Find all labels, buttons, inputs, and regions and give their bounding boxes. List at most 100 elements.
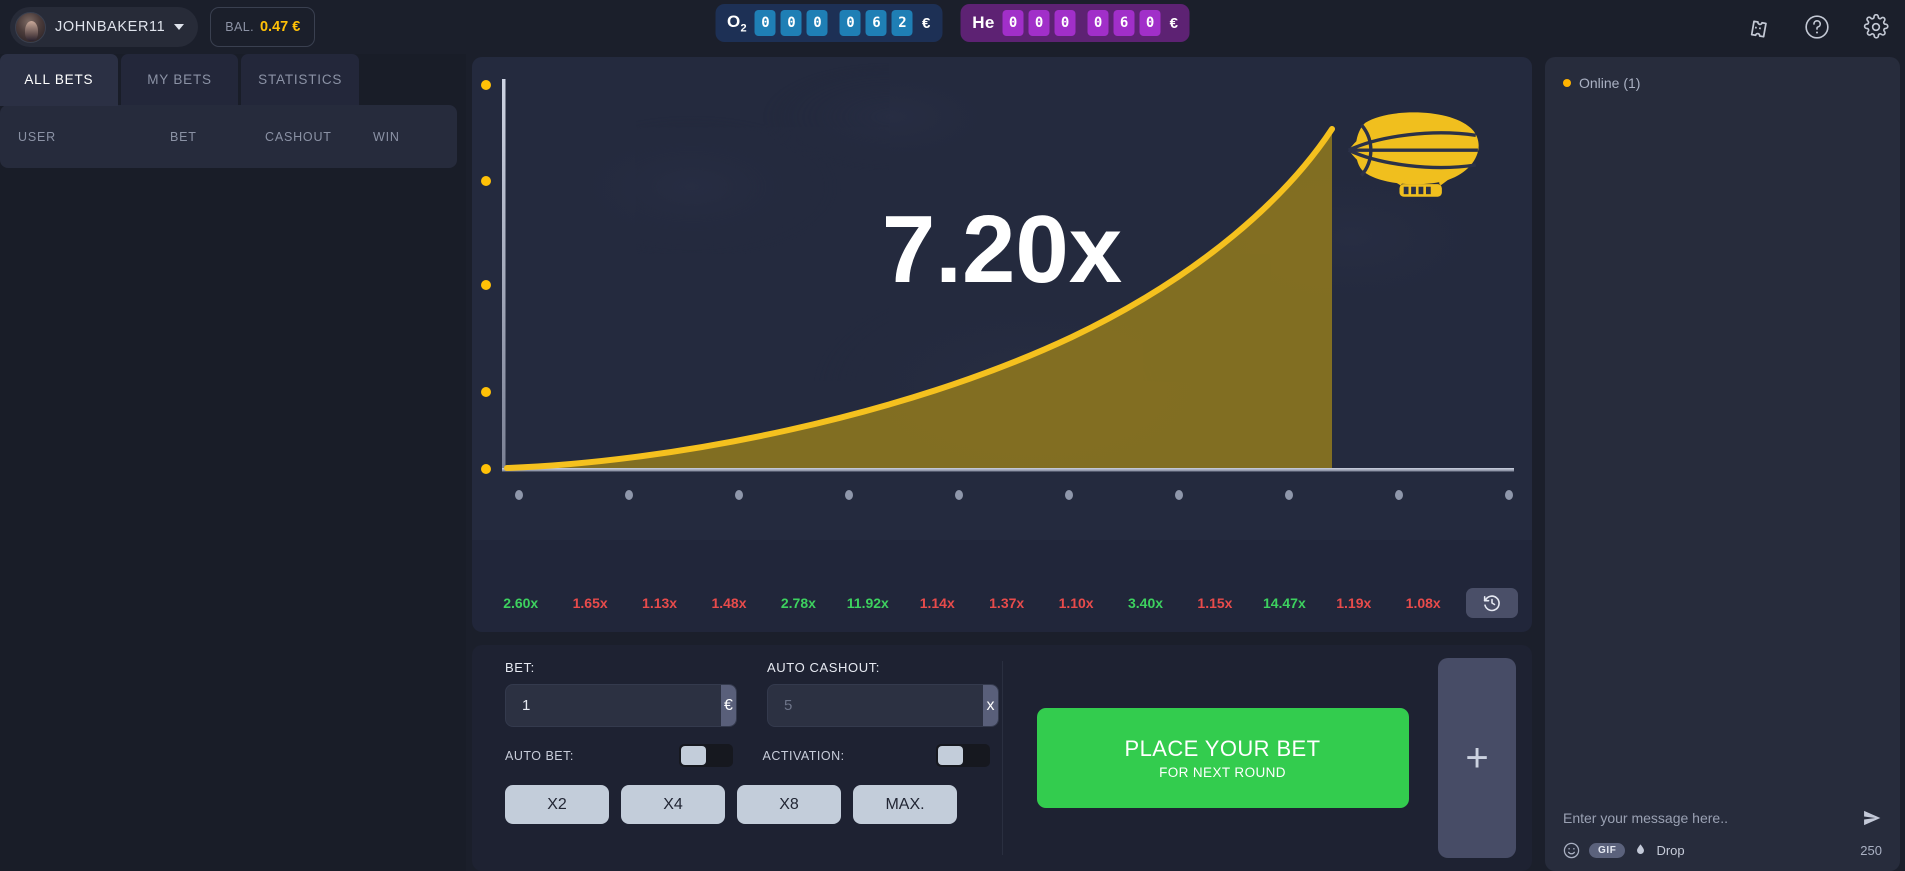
gear-icon[interactable] xyxy=(1863,14,1889,40)
chat-header: Online (1) xyxy=(1545,65,1900,101)
help-icon[interactable] xyxy=(1804,14,1830,40)
bets-list-body[interactable] xyxy=(0,168,466,808)
digit: 0 xyxy=(839,10,861,36)
digit: 0 xyxy=(1139,10,1161,36)
chevron-down-icon[interactable] xyxy=(174,24,185,30)
auto-bet-label: AUTO BET: xyxy=(505,748,574,763)
history-multiplier[interactable]: 1.08x xyxy=(1405,595,1441,611)
y-axis-line xyxy=(502,79,506,471)
emoji-icon[interactable] xyxy=(1563,842,1580,859)
history-multiplier[interactable]: 1.48x xyxy=(711,595,747,611)
add-bet-panel-button[interactable]: + xyxy=(1438,658,1516,858)
drop-icon[interactable] xyxy=(1634,843,1647,858)
history-multiplier[interactable]: 1.19x xyxy=(1336,595,1372,611)
history-multiplier[interactable]: 2.60x xyxy=(503,595,539,611)
auto-cashout-input[interactable] xyxy=(768,685,983,726)
bet-amount-input[interactable] xyxy=(506,685,721,726)
tab-statistics[interactable]: STATISTICS xyxy=(241,54,360,105)
bet-amount-input-group[interactable]: € xyxy=(505,684,737,727)
tabs-spacer xyxy=(362,54,466,105)
digit: 0 xyxy=(1054,10,1076,36)
game-chart-panel: 7.20x xyxy=(472,57,1532,632)
history-multiplier[interactable]: 1.37x xyxy=(989,595,1025,611)
plus-icon: + xyxy=(1465,735,1489,780)
bets-list-header: USER BET CASHOUT WIN xyxy=(0,105,457,168)
chat-message-input[interactable] xyxy=(1563,810,1862,826)
char-count-label: 250 xyxy=(1860,842,1882,858)
tab-all-bets[interactable]: ALL BETS xyxy=(0,54,118,106)
bet-action-area: PLACE YOUR BET FOR NEXT ROUND xyxy=(1015,645,1422,871)
multiplier-chart: 7.20x xyxy=(472,57,1532,540)
tab-my-bets[interactable]: MY BETS xyxy=(120,54,239,105)
bet-multiply-x8-button[interactable]: X8 xyxy=(737,785,841,824)
top-icon-bar xyxy=(1745,0,1889,54)
place-bet-button[interactable]: PLACE YOUR BET FOR NEXT ROUND xyxy=(1036,708,1409,808)
bet-panel: BET: € AUTO CASHOUT: x xyxy=(472,645,1532,871)
history-multiplier[interactable]: 2.78x xyxy=(780,595,816,611)
online-count-label: Online (1) xyxy=(1579,75,1641,91)
current-multiplier: 7.20x xyxy=(882,196,1122,303)
quick-bet-buttons: X2 X4 X8 MAX. xyxy=(505,785,990,824)
gif-button[interactable]: GIF xyxy=(1589,842,1626,858)
currency-symbol: € xyxy=(921,14,931,32)
drop-label[interactable]: Drop xyxy=(1656,842,1685,858)
bets-list-card: USER BET CASHOUT WIN xyxy=(0,105,457,168)
bet-max-button[interactable]: MAX. xyxy=(853,785,957,824)
balance-value: 0.47 € xyxy=(259,19,301,35)
auto-cashout-label: AUTO CASHOUT: xyxy=(767,660,881,675)
column-header-cashout: CASHOUT xyxy=(265,129,332,144)
bet-multiply-x2-button[interactable]: X2 xyxy=(505,785,609,824)
oxygen-counter-label: O2 xyxy=(727,11,747,35)
history-multiplier[interactable]: 11.92x xyxy=(846,595,889,611)
chart-curve xyxy=(504,126,1335,471)
balance-label: BAL. xyxy=(225,20,254,34)
oxygen-counter[interactable]: O2 0 0 0 0 6 2 € xyxy=(715,4,943,42)
activation-toggle[interactable] xyxy=(936,744,990,767)
history-multiplier[interactable]: 1.15x xyxy=(1197,595,1233,611)
helium-counter-label: He xyxy=(972,13,995,32)
history-multiplier[interactable]: 1.10x xyxy=(1058,595,1094,611)
digit: 0 xyxy=(1002,10,1024,36)
history-multiplier[interactable]: 1.14x xyxy=(919,595,955,611)
x-axis-ticks xyxy=(515,490,1513,500)
digit: 0 xyxy=(1028,10,1050,36)
auto-cashout-input-group[interactable]: x xyxy=(767,684,999,727)
digit: 0 xyxy=(1087,10,1109,36)
bet-multiply-x4-button[interactable]: X4 xyxy=(621,785,725,824)
currency-symbol: € xyxy=(1169,14,1178,32)
username-label: JOHNBAKER11 xyxy=(55,19,166,35)
ticket-icon[interactable] xyxy=(1745,14,1771,40)
online-status-dot xyxy=(1563,79,1571,87)
digit: 6 xyxy=(1113,10,1135,36)
column-header-bet: BET xyxy=(170,129,197,144)
history-multiplier[interactable]: 14.47x xyxy=(1262,595,1306,611)
bets-panel: ALL BETS MY BETS STATISTICS USER BET CAS… xyxy=(0,54,466,871)
send-icon[interactable] xyxy=(1862,808,1882,828)
activation-label: ACTIVATION: xyxy=(762,748,845,763)
y-axis-ticks xyxy=(481,80,491,474)
multiplier-suffix: x xyxy=(983,685,998,726)
history-icon[interactable] xyxy=(1465,588,1518,618)
bet-controls: BET: € AUTO CASHOUT: x xyxy=(472,645,999,871)
auto-bet-toggle[interactable] xyxy=(678,744,733,767)
history-multiplier[interactable]: 1.13x xyxy=(642,595,678,611)
multiplier-history-row: 2.60x 1.65x 1.13x 1.48x 2.78x 11.92x 1.1… xyxy=(472,574,1532,632)
chat-tools: GIF Drop 250 xyxy=(1563,837,1882,863)
user-menu-button[interactable]: JOHNBAKER11 xyxy=(10,7,199,47)
chat-messages-list[interactable] xyxy=(1545,101,1900,791)
digit: 0 xyxy=(780,10,802,36)
avatar xyxy=(15,11,46,43)
history-multiplier[interactable]: 3.40x xyxy=(1127,595,1164,611)
chat-input-area: GIF Drop 250 xyxy=(1545,799,1900,871)
history-multiplier[interactable]: 1.65x xyxy=(572,595,608,611)
place-bet-sub-label: FOR NEXT ROUND xyxy=(1159,765,1286,780)
currency-suffix: € xyxy=(721,685,736,726)
chart-area-fill xyxy=(507,129,1332,468)
digit: 6 xyxy=(865,10,887,36)
helium-counter[interactable]: He 0 0 0 0 6 0 € xyxy=(960,4,1190,42)
column-header-win: WIN xyxy=(373,129,400,144)
balance-chip[interactable]: BAL. 0.47 € xyxy=(210,7,316,47)
top-bar: JOHNBAKER11 BAL. 0.47 € O2 0 0 0 0 6 2 €… xyxy=(0,0,1905,54)
column-header-user: USER xyxy=(18,129,56,144)
